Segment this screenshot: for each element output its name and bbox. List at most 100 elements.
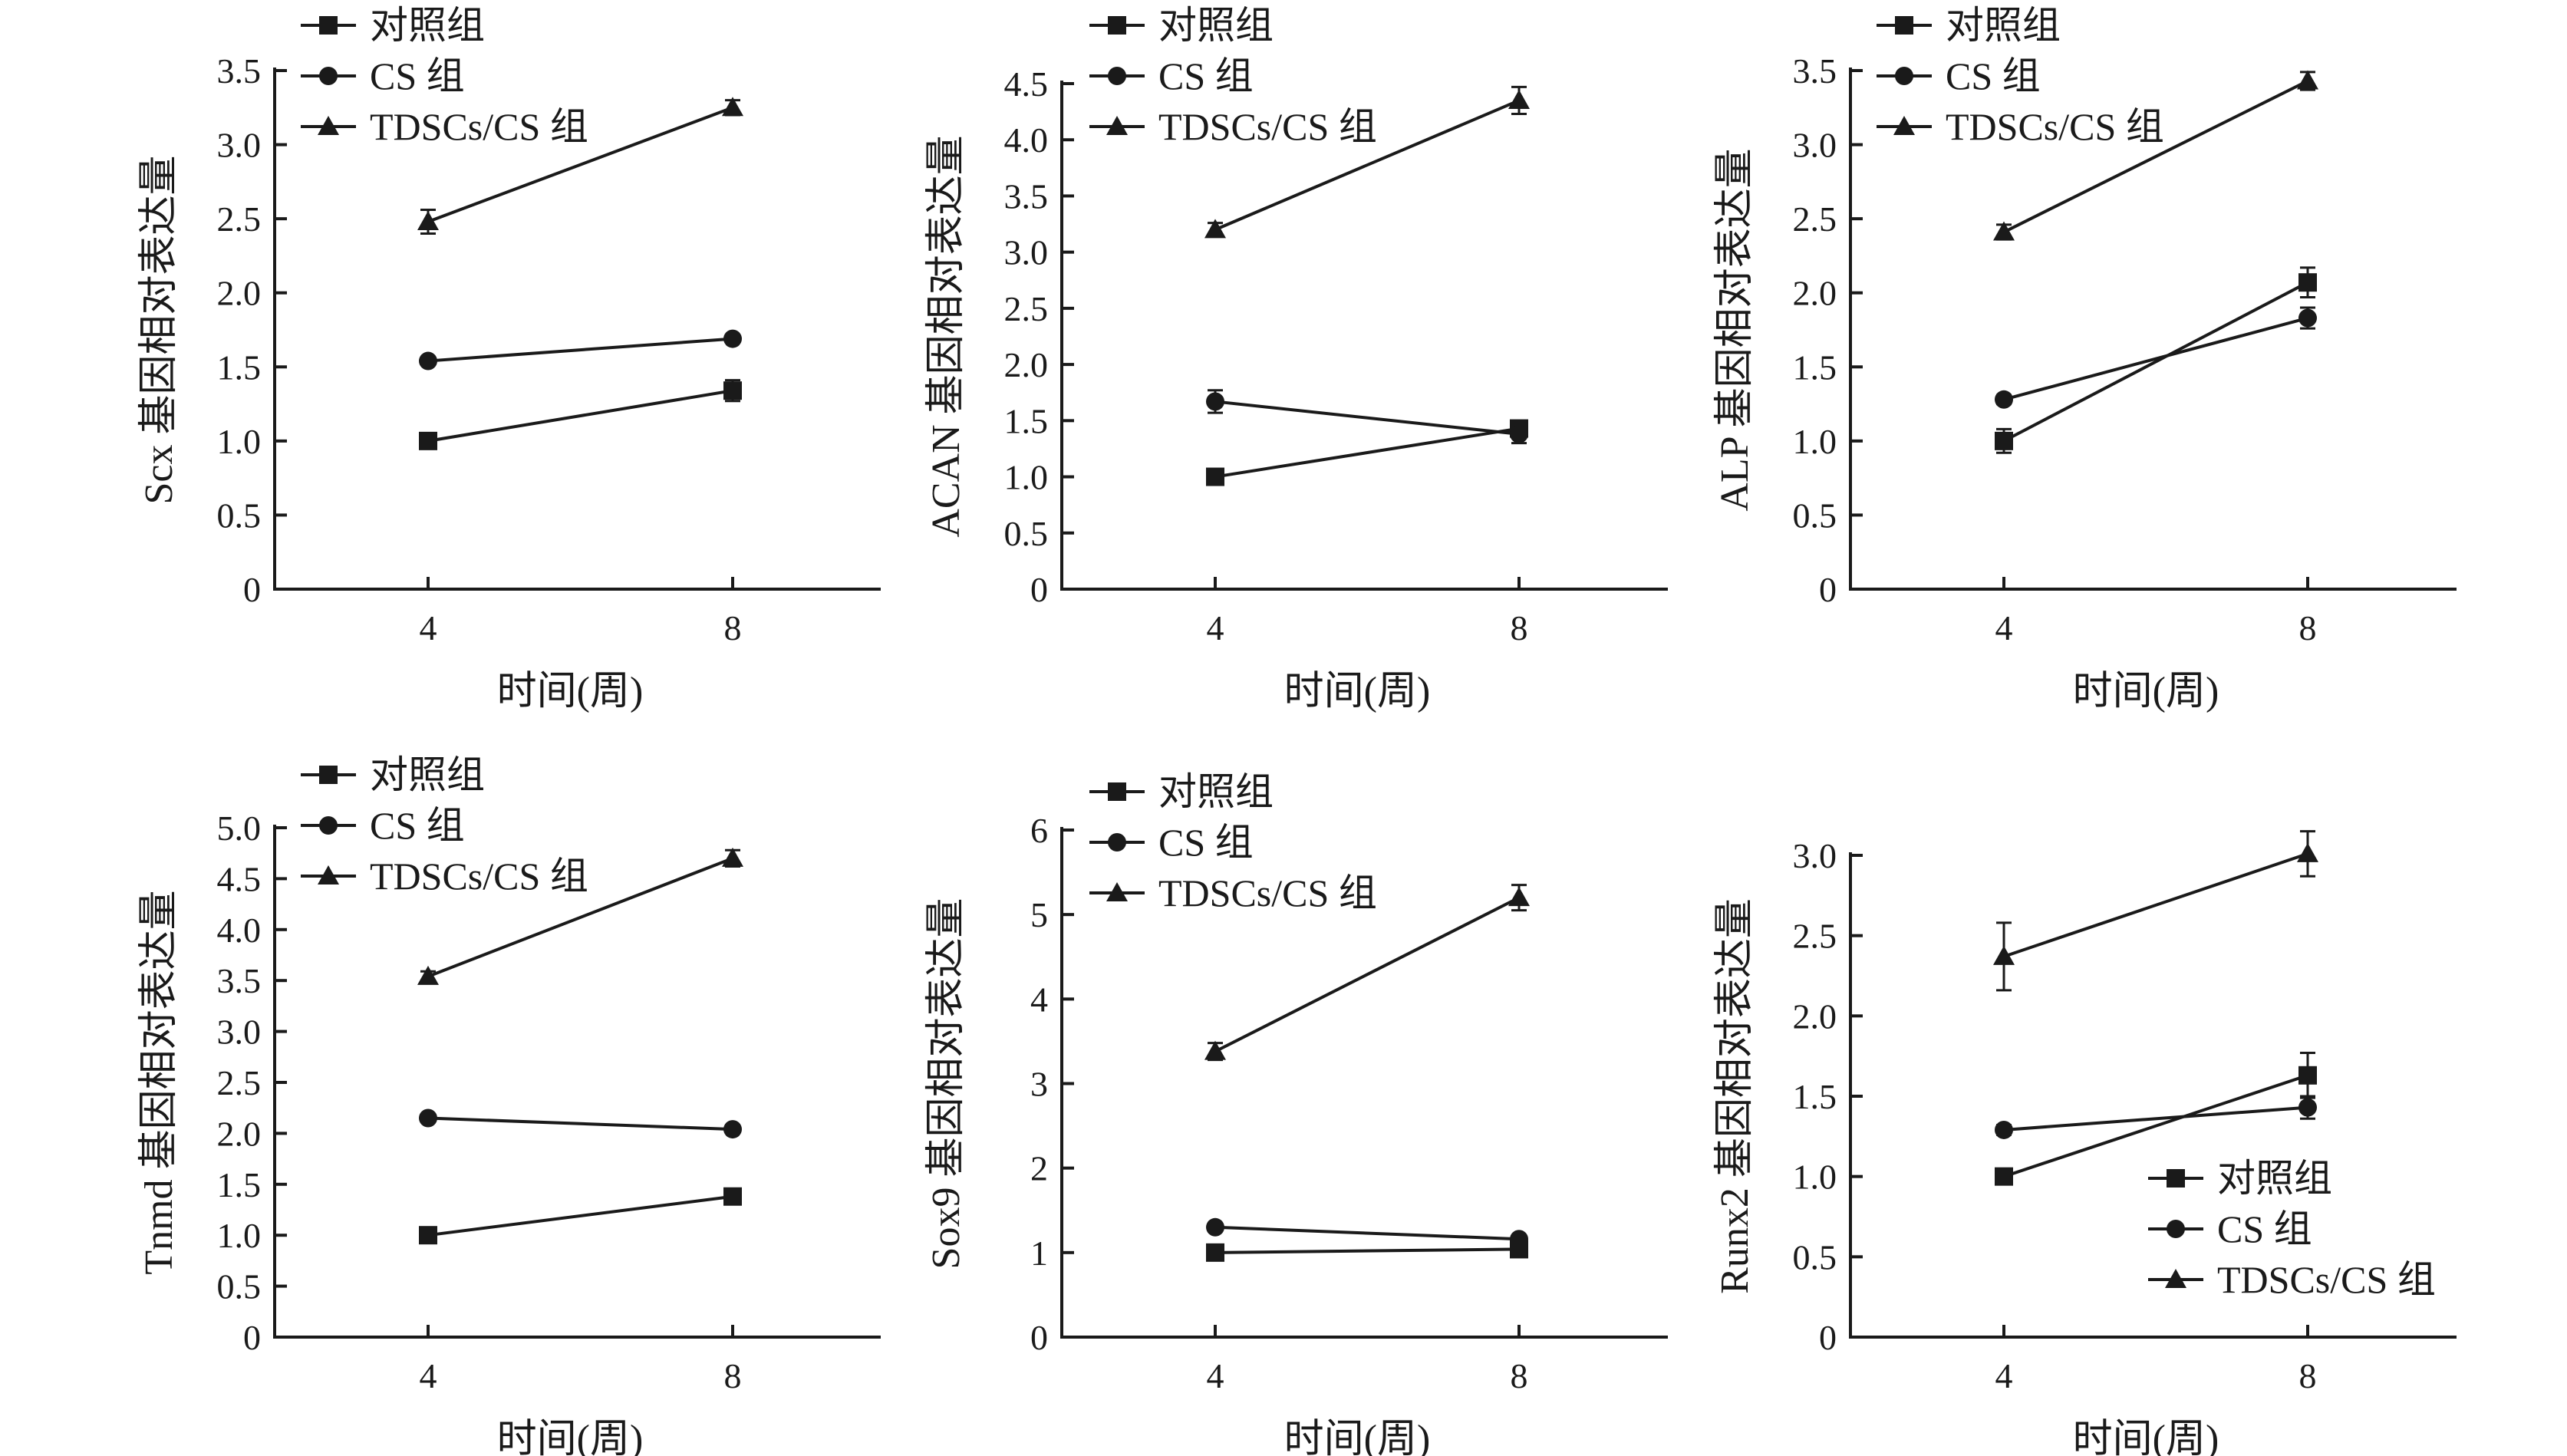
x-axis-title: 时间(周)	[2073, 1418, 2219, 1456]
y-tick-label: 2.0	[1793, 274, 1837, 313]
data-point	[2297, 70, 2318, 90]
series-line	[2003, 79, 2308, 234]
data-point	[2297, 842, 2318, 862]
series-line	[1214, 427, 1520, 479]
x-tick-label: 4	[1207, 1356, 1224, 1395]
data-point	[1206, 1243, 1224, 1262]
data-point	[2298, 308, 2317, 328]
legend: 对照组 CS 组 TDSCs/CS 组	[301, 753, 588, 898]
x-tick-label: 8	[2299, 1356, 2317, 1395]
data-point	[2298, 1066, 2317, 1085]
data-point	[2298, 273, 2317, 292]
x-tick-label: 8	[2299, 608, 2317, 647]
chart-panel-5: 0 1 2 3 4 5 6 4 8 时间(周) Sox9 基因相对表达量 对照组 CS 组 TDSCs/C…	[924, 770, 1668, 1456]
series-line	[2003, 1073, 2308, 1178]
data-point	[1206, 1217, 1224, 1237]
legend: 对照组 CS 组 TDSCs/CS 组	[1089, 770, 1377, 914]
data-point	[417, 965, 439, 985]
data-point	[1993, 221, 2015, 241]
x-tick-label: 8	[1511, 1356, 1528, 1395]
x-tick-label: 4	[1995, 608, 2013, 647]
series-line	[1214, 1247, 1520, 1254]
chart-panel-1: 0 0.5 1.0 1.5 2.0 2.5 3.0 3.5 4 8 时间(周) Scx 基因相对表达量…	[137, 4, 881, 713]
legend-marker	[2167, 1220, 2185, 1238]
y-tick-label: 1.0	[1793, 1158, 1837, 1197]
legend: 对照组 CS 组 TDSCs/CS 组	[2148, 1157, 2436, 1301]
legend: 对照组 CS 组 TDSCs/CS 组	[301, 4, 588, 148]
y-tick-label: 5.0	[217, 809, 262, 848]
series-line	[2003, 316, 2308, 401]
y-tick-label: 3.0	[1793, 836, 1837, 875]
y-tick-label: 0.5	[1004, 514, 1049, 553]
series-line	[1214, 896, 1520, 1053]
series-circle	[1206, 389, 1528, 445]
legend-marker	[2165, 1269, 2186, 1288]
series-square	[1206, 1240, 1528, 1262]
data-point	[419, 431, 437, 450]
y-tick-label: 2.5	[217, 1063, 262, 1102]
x-tick-label: 8	[724, 608, 742, 647]
series-circle	[1206, 1217, 1528, 1249]
x-axis-title: 时间(周)	[497, 1418, 644, 1456]
x-axis-title: 时间(周)	[2073, 670, 2219, 713]
series-triangle	[1993, 70, 2318, 241]
y-tick-label: 4.0	[217, 911, 262, 950]
series-square	[419, 1187, 742, 1245]
legend-label: 对照组	[1158, 4, 1274, 47]
data-point	[1995, 390, 2013, 409]
y-tick-label: 2.5	[1793, 199, 1837, 239]
y-tick-label: 0.5	[217, 496, 262, 535]
series-line	[427, 856, 733, 978]
y-tick-label: 1.5	[1793, 348, 1837, 387]
series-line	[427, 106, 733, 223]
y-tick-label: 2.0	[217, 1114, 262, 1153]
legend-marker	[1108, 16, 1126, 35]
y-axis-title: Tnmd 基因相对表达量	[137, 890, 181, 1274]
data-point	[1206, 467, 1224, 486]
data-point	[1993, 945, 2015, 965]
legend-label: CS 组	[370, 54, 465, 97]
y-tick-label: 3	[1030, 1065, 1048, 1104]
x-tick-label: 4	[420, 1356, 437, 1395]
y-tick-label: 2.5	[1004, 289, 1049, 328]
y-tick-label: 2	[1030, 1149, 1048, 1188]
y-tick-label: 1.0	[217, 1216, 262, 1255]
data-point	[723, 329, 742, 348]
y-tick-label: 3.0	[217, 1013, 262, 1052]
legend-label: CS 组	[2217, 1207, 2312, 1250]
legend-label: TDSCs/CS 组	[1158, 105, 1377, 148]
y-tick-label: 3.5	[1004, 176, 1049, 216]
legend-marker	[2167, 1169, 2185, 1188]
legend-marker	[319, 16, 338, 35]
legend-label: CS 组	[1158, 821, 1254, 864]
y-axis-title: ALP 基因相对表达量	[1713, 148, 1757, 511]
data-point	[723, 1187, 742, 1206]
series-line	[427, 337, 733, 363]
y-tick-label: 1.0	[217, 422, 262, 461]
data-point	[1508, 887, 1530, 907]
y-tick-label: 3.0	[1793, 126, 1837, 165]
series-line	[427, 1194, 733, 1237]
series-circle	[419, 1108, 742, 1139]
y-tick-label: 1.5	[217, 1165, 262, 1204]
series-circle	[1995, 306, 2317, 409]
series-line	[427, 1116, 733, 1132]
legend-label: 对照组	[1946, 4, 2061, 47]
y-tick-label: 0.5	[1793, 1237, 1837, 1276]
data-point	[419, 351, 437, 371]
series-square	[419, 379, 742, 450]
data-point	[419, 1108, 437, 1128]
legend-marker	[318, 865, 339, 884]
data-point	[417, 211, 439, 231]
y-tick-label: 2.0	[217, 274, 262, 313]
x-tick-label: 4	[420, 608, 437, 647]
y-tick-label: 3.5	[217, 51, 262, 91]
data-point	[2298, 1098, 2317, 1117]
series-line	[1214, 99, 1520, 232]
legend-label: TDSCs/CS 组	[370, 855, 588, 898]
legend-label: CS 组	[1946, 54, 2041, 97]
y-tick-label: 2.0	[1793, 996, 1837, 1036]
data-point	[1995, 1120, 2013, 1139]
series-triangle	[417, 847, 743, 985]
data-point	[1510, 424, 1528, 443]
